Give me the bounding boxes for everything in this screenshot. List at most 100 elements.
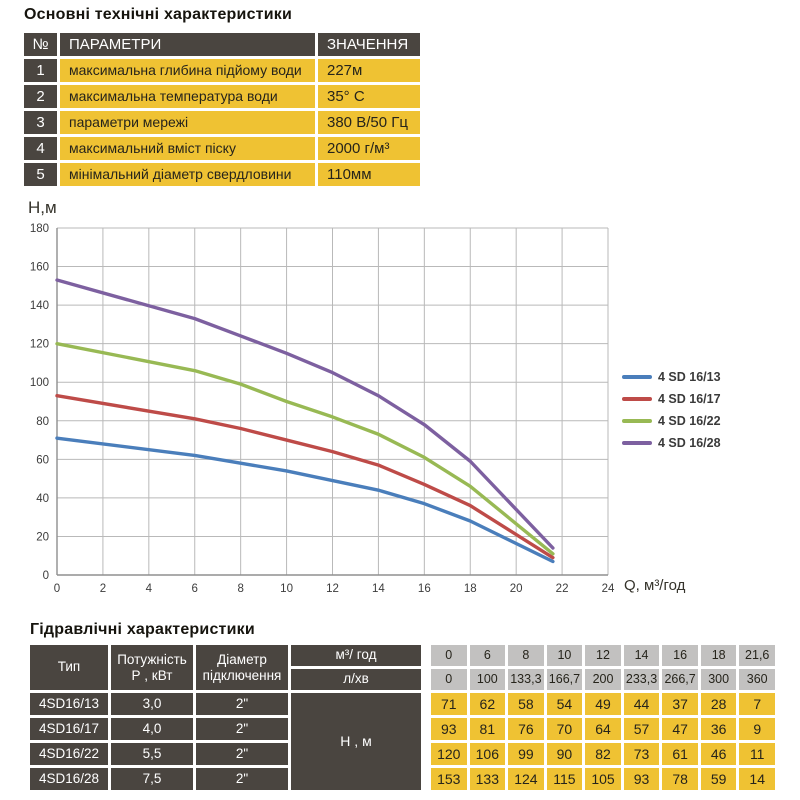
tech-row-num: 1 bbox=[24, 59, 57, 82]
legend-item: 4 SD 16/17 bbox=[622, 392, 721, 406]
hyd-head-value: 57 bbox=[623, 718, 660, 740]
hyd-row-power: 7,5 bbox=[111, 768, 193, 790]
hyd-col-header-diameter: Діаметр підключення bbox=[196, 645, 288, 690]
hyd-row-power: 5,5 bbox=[111, 743, 193, 765]
hyd-head-value: 73 bbox=[623, 743, 660, 765]
hyd-flow-m3h-cell: 16 bbox=[662, 645, 698, 666]
hyd-flow-m3h-cell: 6 bbox=[469, 645, 506, 666]
hyd-head-value: 78 bbox=[662, 768, 698, 790]
tech-row-value: 227м bbox=[318, 59, 420, 82]
y-tick-label: 20 bbox=[36, 531, 49, 543]
hyd-head-value: 70 bbox=[546, 718, 583, 740]
hyd-head-value: 49 bbox=[585, 693, 621, 715]
y-tick-label: 80 bbox=[36, 416, 49, 428]
x-tick-label: 18 bbox=[464, 583, 477, 595]
x-tick-label: 0 bbox=[54, 583, 60, 595]
tech-row-num: 3 bbox=[24, 111, 57, 134]
curve-4-sd-16-22 bbox=[55, 341, 555, 556]
hyd-head-value: 71 bbox=[431, 693, 467, 715]
y-tick-label: 140 bbox=[30, 300, 49, 312]
hyd-head-value: 9 bbox=[739, 718, 775, 740]
hyd-row-power: 4,0 bbox=[111, 718, 193, 740]
tech-specs-table: № ПАРАМЕТРИ ЗНАЧЕННЯ 1 максимальна глибин… bbox=[24, 33, 420, 186]
hyd-header-flow-m3h: м³/ год bbox=[291, 645, 421, 666]
tech-row-num: 2 bbox=[24, 85, 57, 108]
hyd-row-type: 4SD16/17 bbox=[30, 718, 108, 740]
hyd-row-type: 4SD16/28 bbox=[30, 768, 108, 790]
x-tick-label: 20 bbox=[510, 583, 523, 595]
hyd-head-value: 58 bbox=[508, 693, 544, 715]
tech-row-param: максимальний вміст піску bbox=[60, 137, 315, 160]
legend-label: 4 SD 16/13 bbox=[658, 370, 721, 384]
curve-4-sd-16-28 bbox=[55, 278, 555, 550]
hyd-row-diameter: 2" bbox=[196, 693, 288, 715]
hyd-row-diameter: 2" bbox=[196, 743, 288, 765]
x-tick-label: 22 bbox=[556, 583, 569, 595]
tech-row-param: максимальна температура води bbox=[60, 85, 315, 108]
hyd-flow-m3h-cell: 18 bbox=[700, 645, 737, 666]
x-tick-label: 2 bbox=[100, 583, 106, 595]
y-tick-label: 0 bbox=[43, 570, 49, 582]
tech-col-header-param: ПАРАМЕТРИ bbox=[60, 33, 315, 56]
y-tick-label: 180 bbox=[30, 223, 49, 235]
y-tick-label: 100 bbox=[30, 377, 49, 389]
hyd-head-value: 61 bbox=[662, 743, 698, 765]
hyd-head-value: 28 bbox=[700, 693, 737, 715]
x-tick-label: 14 bbox=[372, 583, 385, 595]
tech-col-header-value: ЗНАЧЕННЯ bbox=[318, 33, 420, 56]
chart-plot-area: 0 2 4 6 8 10 12 14 16 18 20 22 240204060801001201401… bbox=[30, 223, 615, 595]
hyd-col-header-power-line1: Потужність bbox=[117, 651, 187, 667]
tech-row-value: 2000 г/м³ bbox=[318, 137, 420, 160]
x-tick-label: 10 bbox=[280, 583, 293, 595]
legend-line-swatch bbox=[622, 441, 652, 445]
hyd-head-value: 62 bbox=[469, 693, 506, 715]
hyd-head-value: 133 bbox=[469, 768, 506, 790]
hyd-flow-lmin-cell: 166,7 bbox=[546, 669, 583, 690]
tech-col-header-num: № bbox=[24, 33, 57, 56]
hyd-col-header-power: Потужність Р , кВт bbox=[111, 645, 193, 690]
hydraulic-title: Гідравлічні характеристики bbox=[30, 621, 255, 638]
tech-row-num: 4 bbox=[24, 137, 57, 160]
hyd-flow-lmin-cell: 133,3 bbox=[508, 669, 544, 690]
hyd-row-diameter: 2" bbox=[196, 718, 288, 740]
hyd-flow-m3h-cell: 21,6 bbox=[739, 645, 775, 666]
hyd-head-value: 64 bbox=[585, 718, 621, 740]
hyd-flow-lmin-cell: 200 bbox=[585, 669, 621, 690]
hyd-head-value: 54 bbox=[546, 693, 583, 715]
hyd-head-value: 46 bbox=[700, 743, 737, 765]
hyd-head-value: 7 bbox=[739, 693, 775, 715]
curve-4-sd-16-13 bbox=[55, 436, 555, 564]
tech-specs-title: Основні технічні характеристики bbox=[24, 6, 292, 23]
legend-label: 4 SD 16/28 bbox=[658, 436, 721, 450]
chart-legend: 4 SD 16/13 4 SD 16/17 4 SD 16/22 4 SD 16/28 bbox=[622, 370, 721, 458]
hyd-head-value: 36 bbox=[700, 718, 737, 740]
hyd-head-value: 93 bbox=[431, 718, 467, 740]
hyd-head-value: 115 bbox=[546, 768, 583, 790]
hyd-head-value: 59 bbox=[700, 768, 737, 790]
x-axis-title: Q, м³/год bbox=[624, 577, 686, 594]
hyd-flow-lmin-cell: 300 bbox=[700, 669, 737, 690]
hyd-head-value: 124 bbox=[508, 768, 544, 790]
hyd-row-type: 4SD16/22 bbox=[30, 743, 108, 765]
legend-item: 4 SD 16/28 bbox=[622, 436, 721, 450]
hyd-flow-lmin-cell: 0 bbox=[431, 669, 467, 690]
hyd-head-value: 120 bbox=[431, 743, 467, 765]
hyd-col-header-power-line2: Р , кВт bbox=[131, 667, 173, 683]
legend-label: 4 SD 16/17 bbox=[658, 392, 721, 406]
hyd-flow-m3h-cell: 14 bbox=[623, 645, 660, 666]
hyd-head-value: 44 bbox=[623, 693, 660, 715]
y-tick-label: 40 bbox=[36, 493, 49, 505]
hyd-flow-lmin-cell: 233,3 bbox=[623, 669, 660, 690]
hyd-flow-lmin-cell: 100 bbox=[469, 669, 506, 690]
legend-line-swatch bbox=[622, 375, 652, 379]
hyd-head-value: 106 bbox=[469, 743, 506, 765]
hyd-head-value: 93 bbox=[623, 768, 660, 790]
tech-row-num: 5 bbox=[24, 163, 57, 186]
hyd-header-head-m: Н , м bbox=[291, 693, 421, 790]
x-tick-label: 24 bbox=[602, 583, 615, 595]
hyd-head-value: 105 bbox=[585, 768, 621, 790]
tech-row-param: максимальна глибина підйому води bbox=[60, 59, 315, 82]
hyd-head-value: 153 bbox=[431, 768, 467, 790]
hyd-row-type: 4SD16/13 bbox=[30, 693, 108, 715]
